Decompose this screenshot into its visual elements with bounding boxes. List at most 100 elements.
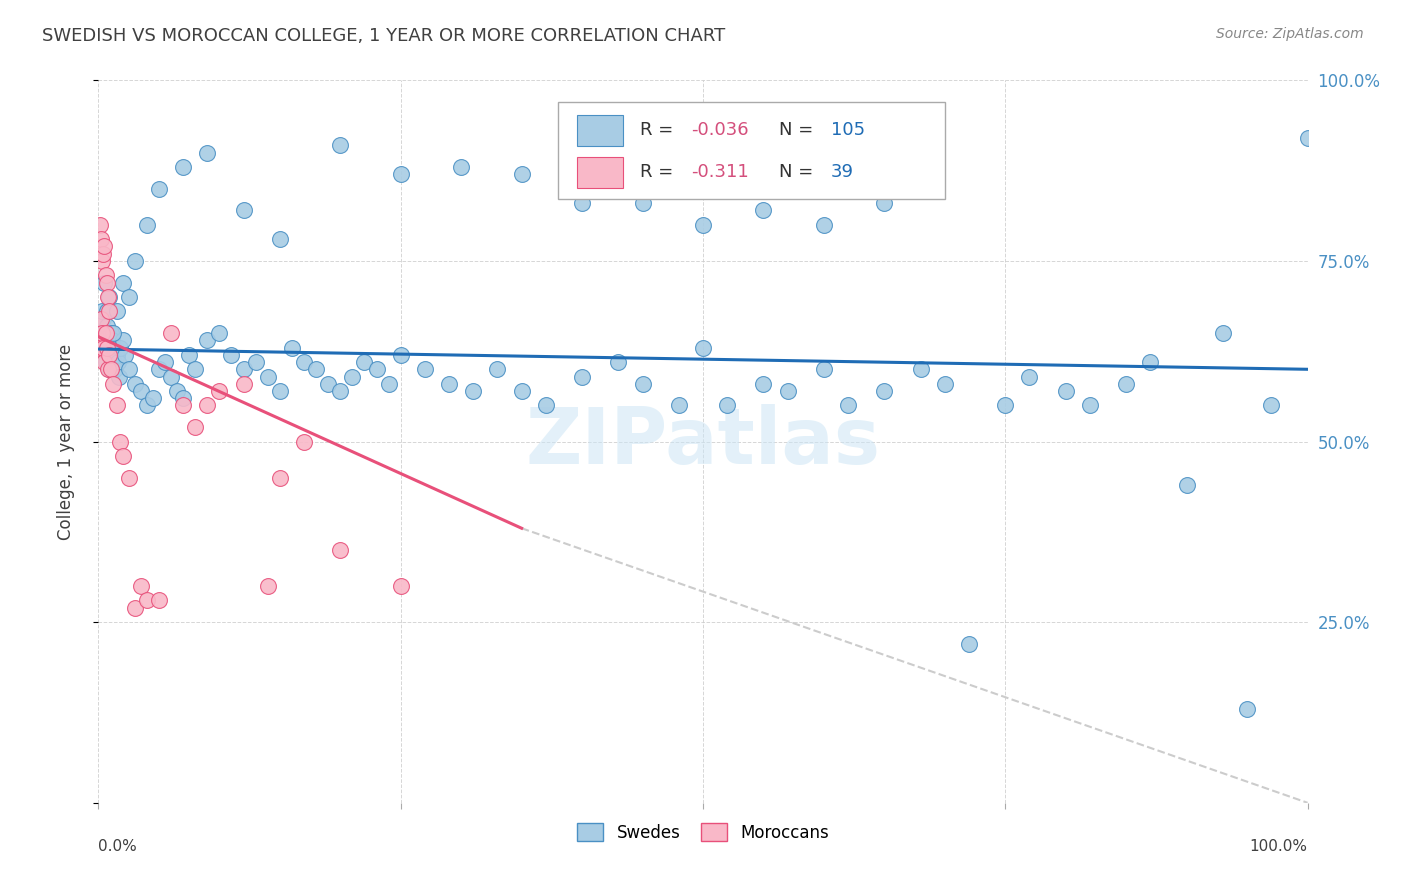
Point [97,290,120,304]
Point [114,348,136,362]
Point [90,311,112,326]
Bar [578,115,623,146]
Point [97,362,120,376]
Point [389,167,412,181]
Point [510,384,533,398]
Legend: Swedes, Moroccans: Swedes, Moroccans [569,817,837,848]
Point [873,196,896,211]
Point [172,160,194,174]
Point [103,355,125,369]
Point [910,362,932,376]
Point [98,362,121,376]
Point [160,326,183,340]
Point [195,145,218,160]
Text: SWEDISH VS MOROCCAN COLLEGE, 1 YEAR OR MORE CORRELATION CHART: SWEDISH VS MOROCCAN COLLEGE, 1 YEAR OR M… [42,27,725,45]
Point [96,341,118,355]
Point [118,470,141,484]
Point [1296,131,1319,145]
Point [716,398,738,412]
Point [124,600,146,615]
Point [232,376,254,391]
Point [232,203,254,218]
Point [166,384,188,398]
Point [90,232,112,246]
Point [245,355,267,369]
Point [108,341,131,355]
Point [91,341,114,355]
Point [994,398,1017,412]
Point [1175,478,1198,492]
Point [934,376,956,391]
Point [100,334,122,348]
Text: R =: R = [640,163,679,181]
Point [256,369,278,384]
Point [292,355,315,369]
Text: 105: 105 [831,121,865,139]
Point [957,637,980,651]
Point [450,160,472,174]
Text: ZIPatlas: ZIPatlas [526,403,880,480]
Point [105,398,128,412]
Point [1054,384,1077,398]
Point [111,449,134,463]
Point [97,341,120,355]
Text: R =: R = [640,121,679,139]
Point [221,348,243,362]
Point [208,326,231,340]
Point [111,334,134,348]
Point [329,384,352,398]
Point [89,218,111,232]
Point [172,391,194,405]
Bar [578,157,623,188]
Point [91,348,114,362]
Point [281,341,304,355]
Point [96,318,118,333]
Point [534,398,557,412]
Point [631,196,654,211]
Point [1115,376,1137,391]
Point [316,376,339,391]
Point [98,348,121,362]
Point [342,369,364,384]
Point [107,355,129,369]
Point [752,376,775,391]
Point [91,311,114,326]
Point [510,167,533,181]
Point [208,384,231,398]
Text: N =: N = [779,121,820,139]
Point [752,203,775,218]
Point [93,355,115,369]
Point [269,470,291,484]
Text: 100.0%: 100.0% [1250,838,1308,854]
Point [1078,398,1101,412]
Point [94,355,117,369]
Point [129,384,152,398]
Point [631,376,654,391]
Text: -0.036: -0.036 [690,121,748,139]
Point [101,341,124,355]
Point [377,376,399,391]
Point [104,362,127,376]
Point [269,232,291,246]
Point [437,376,460,391]
Point [366,362,388,376]
Point [94,268,117,283]
Point [98,304,121,318]
Point [1018,369,1040,384]
Point [353,355,375,369]
Point [100,326,122,340]
Point [135,593,157,607]
Point [1212,326,1234,340]
Point [90,326,112,340]
Point [153,355,176,369]
Point [269,384,291,398]
Point [124,253,146,268]
Text: -0.311: -0.311 [690,163,748,181]
Point [91,246,114,260]
Bar [558,102,945,200]
Y-axis label: College, 1 year or more: College, 1 year or more [56,343,75,540]
Point [813,362,835,376]
Point [873,384,896,398]
Point [195,334,218,348]
Point [607,355,630,369]
